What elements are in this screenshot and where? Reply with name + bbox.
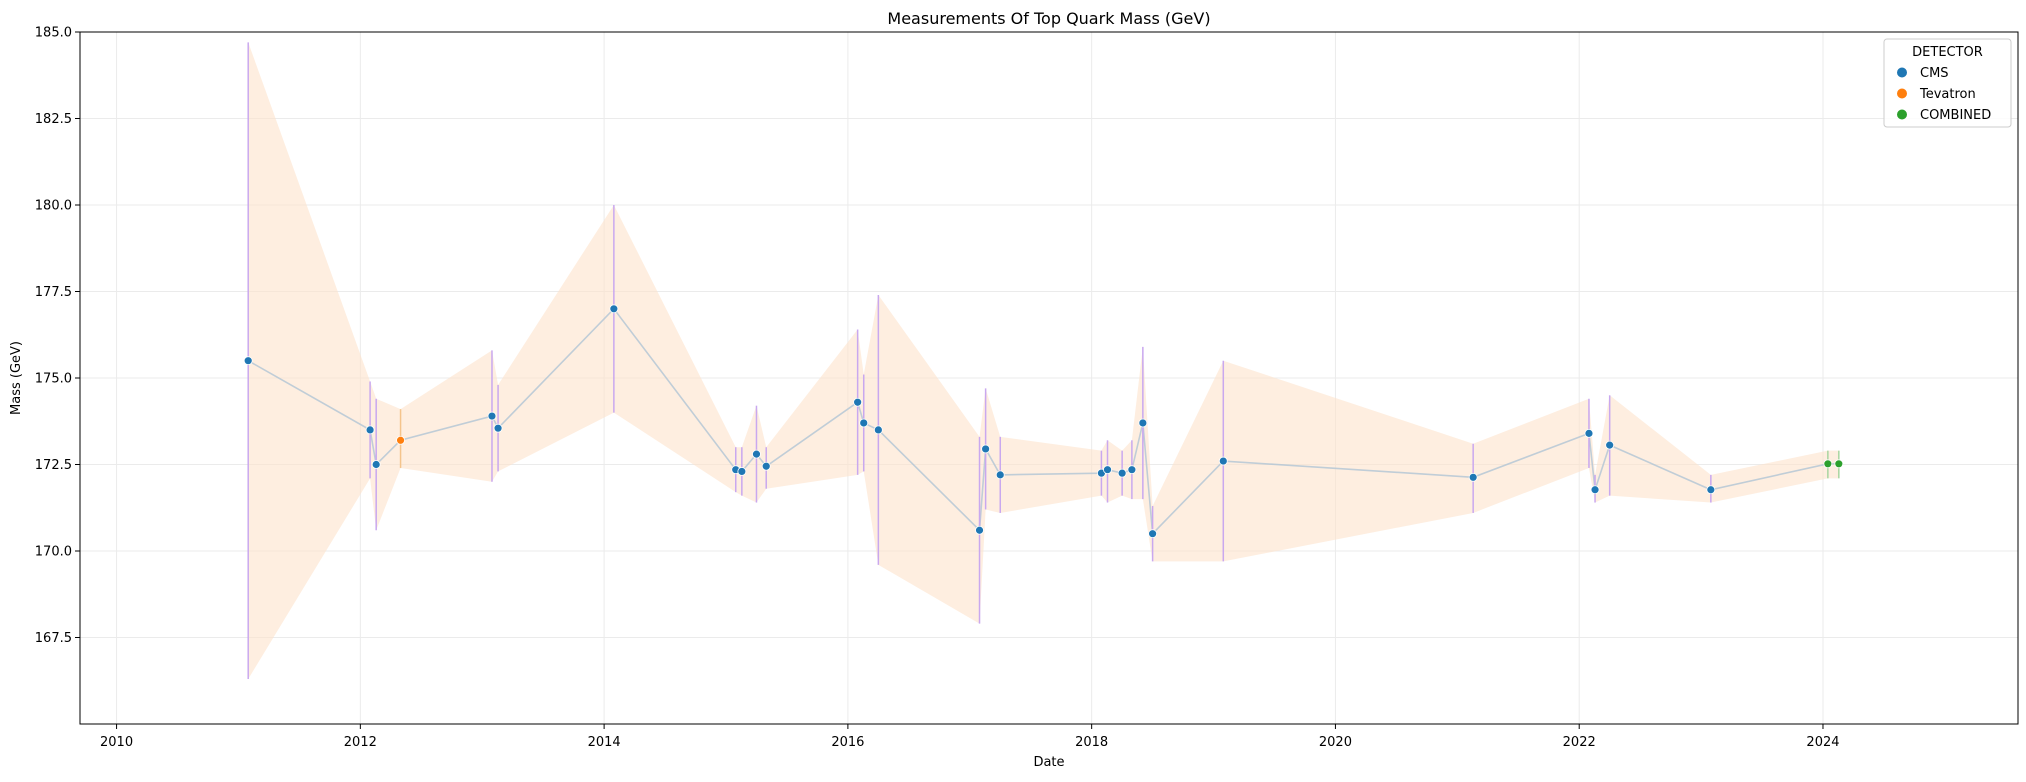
x-tick-label: 2012	[344, 735, 377, 750]
data-point	[1590, 485, 1600, 495]
legend-label: COMBINED	[1920, 108, 1991, 123]
y-axis-ticks: 167.5 170.0 172.5 175.0 177.5 180.0 182.5 185.0	[35, 26, 80, 646]
data-point	[609, 304, 619, 314]
data-point	[752, 449, 761, 459]
data-point	[1834, 459, 1844, 469]
data-point	[873, 425, 883, 435]
y-tick-label: 167.5	[35, 631, 72, 646]
legend-label: CMS	[1920, 66, 1949, 81]
data-point	[1605, 440, 1615, 450]
x-tick-label: 2022	[1563, 735, 1596, 750]
data-point	[1468, 472, 1478, 482]
legend-box	[1883, 38, 2012, 128]
data-point	[365, 425, 375, 435]
y-tick-label: 172.5	[35, 458, 72, 473]
data-point	[859, 418, 869, 428]
data-point	[1138, 418, 1148, 428]
legend-title: DETECTOR	[1912, 45, 1983, 60]
x-tick-label: 2010	[100, 735, 133, 750]
uncertainty-band	[248, 42, 1839, 680]
x-tick-label: 2018	[1075, 735, 1108, 750]
data-point	[1117, 468, 1127, 478]
data-point	[853, 397, 863, 407]
y-tick-label: 180.0	[35, 199, 72, 214]
y-tick-label: 177.5	[35, 285, 72, 300]
data-point	[761, 461, 771, 471]
x-tick-label: 2016	[831, 735, 864, 750]
legend-marker	[1897, 67, 1907, 78]
y-tick-label: 170.0	[35, 545, 72, 560]
x-axis-label: Date	[1033, 755, 1064, 770]
data-point	[1103, 465, 1112, 475]
data-point	[1218, 456, 1228, 466]
data-point	[396, 435, 405, 445]
data-point	[995, 470, 1005, 480]
band-layer	[248, 42, 1839, 680]
legend: DETECTOR CMS Tevatron COMBINED	[1883, 38, 2012, 128]
y-tick-label: 182.5	[35, 112, 72, 127]
point-layer	[243, 304, 1844, 539]
legend-entries: CMS Tevatron COMBINED	[1897, 66, 1991, 123]
x-tick-label: 2020	[1319, 735, 1352, 750]
chart-title: Measurements Of Top Quark Mass (GeV)	[887, 9, 1210, 28]
y-tick-label: 175.0	[35, 372, 72, 387]
data-point	[981, 444, 991, 454]
legend-marker	[1897, 109, 1907, 120]
data-point	[1584, 428, 1594, 438]
data-point	[737, 467, 747, 476]
y-tick-label: 185.0	[35, 26, 72, 41]
data-point	[1706, 485, 1716, 495]
x-axis-ticks: 2010 2012 2014 2016 2018 2020 2022 2024	[100, 724, 1840, 750]
data-point	[1127, 465, 1137, 475]
data-point	[243, 356, 253, 366]
data-point	[371, 460, 381, 469]
x-tick-label: 2014	[588, 735, 621, 750]
legend-marker	[1897, 88, 1907, 99]
data-point	[493, 423, 503, 433]
data-point	[1823, 459, 1833, 469]
data-point	[487, 411, 497, 421]
data-point	[975, 525, 984, 535]
legend-label: Tevatron	[1919, 87, 1976, 102]
y-axis-label: Mass (GeV)	[9, 341, 24, 415]
x-tick-label: 2024	[1806, 735, 1839, 750]
data-point	[1148, 529, 1158, 539]
